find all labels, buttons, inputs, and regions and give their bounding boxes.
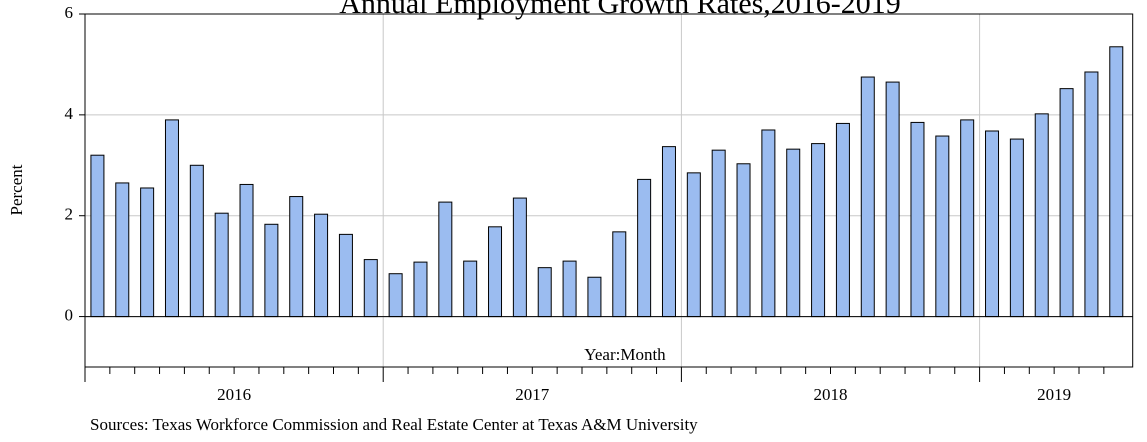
bar bbox=[338, 233, 353, 318]
bar bbox=[860, 76, 875, 318]
plot-frame bbox=[84, 13, 1134, 368]
bar bbox=[1109, 46, 1124, 318]
source-note: Sources: Texas Workforce Commission and … bbox=[90, 415, 698, 434]
bar bbox=[438, 201, 453, 318]
bar bbox=[537, 267, 552, 318]
bar bbox=[140, 187, 155, 318]
year-label: 2017 bbox=[515, 385, 550, 404]
bar bbox=[512, 197, 527, 318]
bar bbox=[289, 196, 304, 318]
bar bbox=[562, 260, 577, 318]
bar bbox=[1034, 113, 1049, 318]
bar bbox=[811, 143, 826, 318]
bar bbox=[637, 178, 652, 318]
bar bbox=[214, 212, 229, 318]
bar bbox=[736, 163, 751, 318]
x-axis-label: Year:Month bbox=[584, 345, 666, 364]
bar bbox=[90, 154, 105, 318]
bar bbox=[115, 182, 130, 318]
bar bbox=[314, 213, 329, 318]
bar bbox=[935, 135, 950, 318]
bar bbox=[239, 183, 254, 318]
bar bbox=[885, 81, 900, 318]
bar bbox=[661, 146, 676, 318]
bar bbox=[363, 259, 378, 318]
year-label: 2019 bbox=[1037, 385, 1071, 404]
bar bbox=[164, 119, 179, 318]
bar bbox=[587, 276, 602, 318]
y-tick-label: 0 bbox=[65, 305, 74, 324]
bar bbox=[1059, 88, 1074, 318]
bar bbox=[985, 130, 1000, 318]
bar bbox=[686, 172, 701, 318]
bar bbox=[910, 121, 925, 318]
bar bbox=[835, 122, 850, 318]
bar bbox=[960, 119, 975, 318]
bar bbox=[488, 226, 503, 318]
year-label: 2018 bbox=[814, 385, 848, 404]
bar bbox=[761, 129, 776, 318]
bar bbox=[711, 149, 726, 318]
bar bbox=[264, 223, 279, 318]
year-label: 2016 bbox=[217, 385, 251, 404]
bar bbox=[388, 273, 403, 318]
bar bbox=[189, 164, 204, 318]
bar bbox=[1084, 71, 1099, 318]
bar bbox=[786, 148, 801, 318]
y-axis-label: Percent bbox=[7, 164, 26, 215]
y-tick-label: 4 bbox=[65, 104, 74, 123]
bar bbox=[463, 260, 478, 318]
bar bbox=[413, 261, 428, 318]
y-tick-label: 6 bbox=[65, 3, 74, 22]
bar bbox=[612, 231, 627, 318]
chart-title: Annual Employment Growth Rates,2016-2019 bbox=[339, 0, 901, 20]
y-tick-label: 2 bbox=[65, 205, 74, 224]
bar bbox=[1009, 138, 1024, 318]
